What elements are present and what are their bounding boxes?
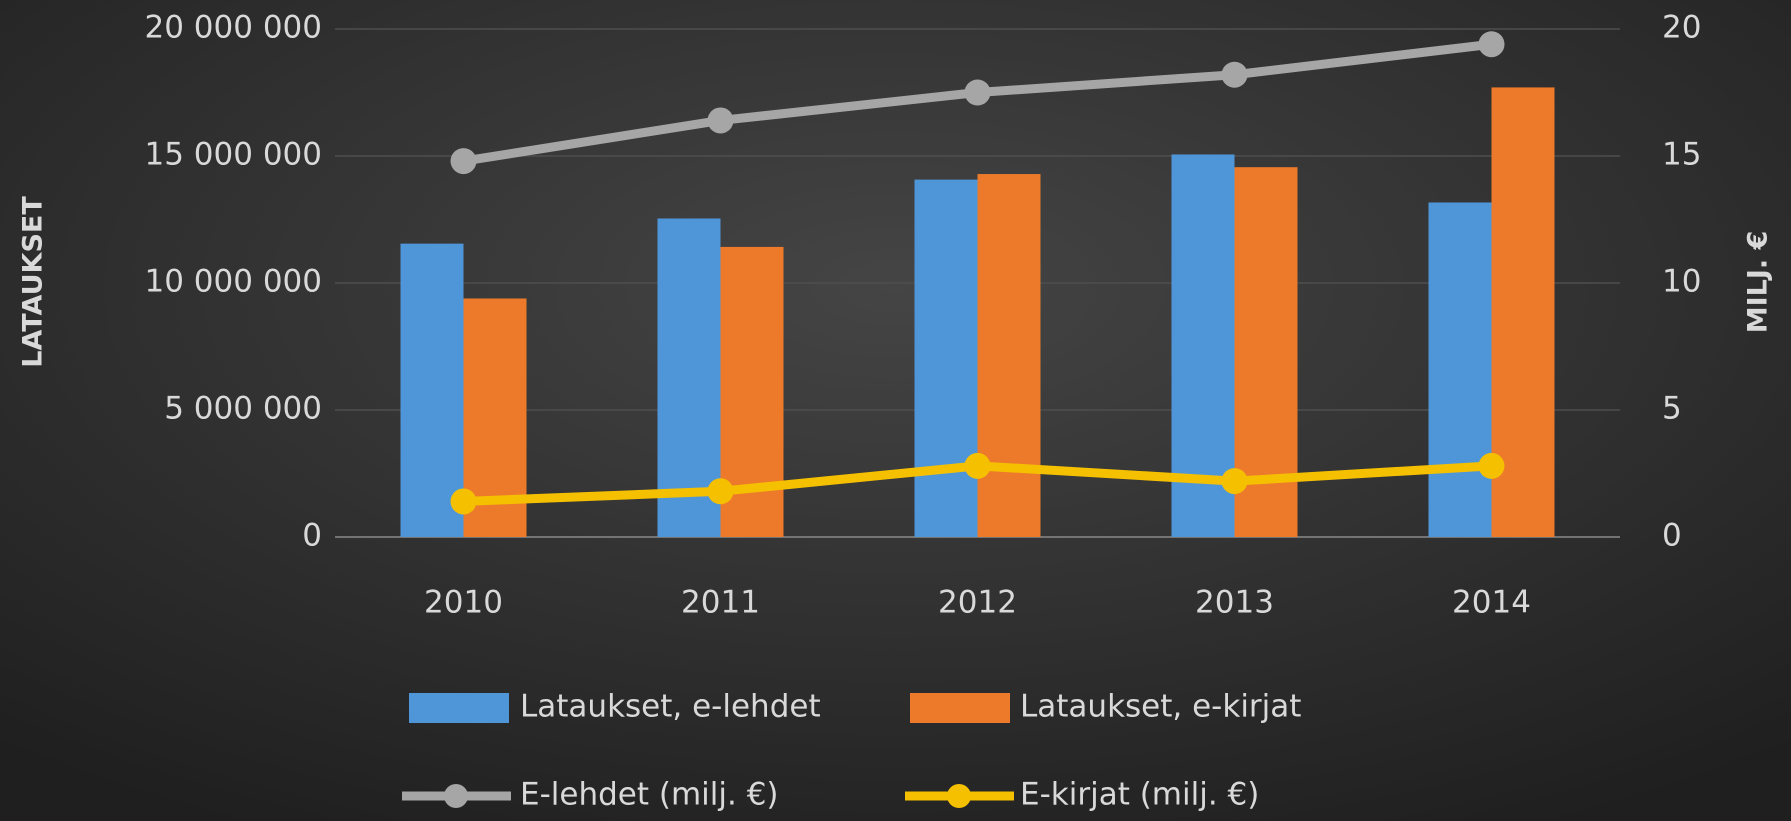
- marker: [1221, 468, 1248, 495]
- marker: [707, 478, 734, 505]
- y2-tick-label: 5: [1662, 391, 1682, 427]
- y2-tick-label: 10: [1662, 264, 1701, 300]
- marker: [1478, 31, 1505, 58]
- marker: [450, 148, 477, 175]
- x-tick-label: 2010: [424, 585, 503, 621]
- legend-label: E-lehdet (milj. €): [520, 777, 779, 813]
- legend-label: E-kirjat (milj. €): [1020, 777, 1259, 813]
- marker: [964, 452, 991, 479]
- legend-swatch: [910, 693, 1010, 723]
- x-tick-label: 2014: [1452, 585, 1531, 621]
- y2-tick-label: 15: [1662, 137, 1701, 173]
- marker: [1221, 61, 1248, 88]
- legend-marker: [947, 784, 971, 808]
- legend-label: Lataukset, e-kirjat: [1020, 689, 1301, 725]
- y-tick-label: 0: [302, 518, 322, 554]
- legend-marker: [444, 784, 468, 808]
- bar: [400, 243, 464, 537]
- bar: [1171, 154, 1235, 537]
- y-axis-title: LATAUKSET: [18, 196, 49, 368]
- y2-axis-title: MILJ. €: [1743, 231, 1774, 334]
- marker: [707, 107, 734, 134]
- bar: [977, 174, 1041, 537]
- legend-swatch: [409, 693, 509, 723]
- y-tick-label: 20 000 000: [145, 10, 323, 46]
- bar: [1428, 202, 1492, 537]
- marker: [450, 488, 477, 515]
- x-tick-label: 2011: [681, 585, 760, 621]
- y2-tick-label: 20: [1662, 10, 1701, 46]
- y2-tick-label: 0: [1662, 518, 1682, 554]
- marker: [1478, 452, 1505, 479]
- y-tick-label: 10 000 000: [145, 264, 323, 300]
- y-tick-label: 5 000 000: [164, 391, 322, 427]
- x-tick-label: 2013: [1195, 585, 1274, 621]
- marker: [964, 79, 991, 106]
- legend-label: Lataukset, e-lehdet: [520, 689, 821, 725]
- x-tick-label: 2012: [938, 585, 1017, 621]
- bar: [914, 179, 978, 537]
- y-tick-label: 15 000 000: [145, 137, 323, 173]
